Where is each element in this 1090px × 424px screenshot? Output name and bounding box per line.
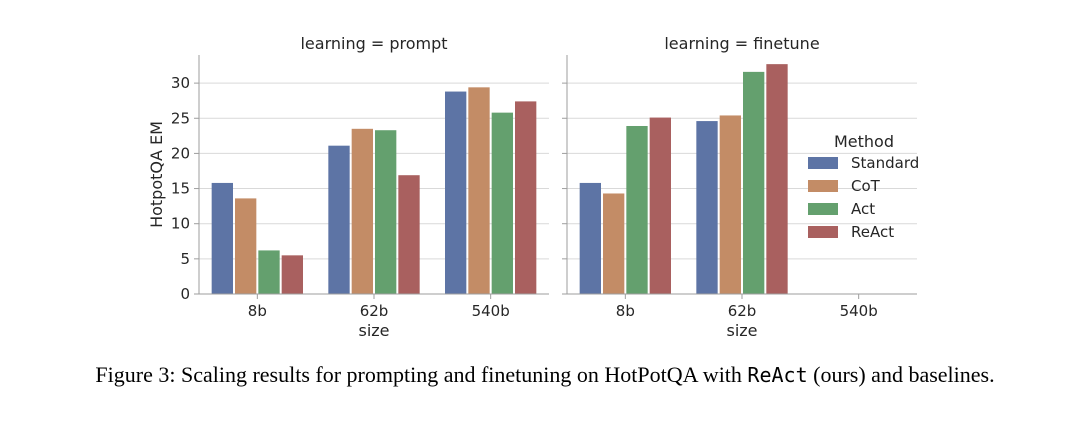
y-tick-label: 30 [171, 74, 190, 92]
legend-label-act: Act [851, 200, 875, 218]
caption-code: ReAct [747, 363, 808, 387]
bar-react-540b [515, 101, 537, 294]
bar-cot-540b [468, 87, 490, 294]
bar-react-62b [398, 175, 420, 294]
panel-title: learning = prompt [300, 34, 447, 53]
y-tick-label: 10 [171, 215, 190, 233]
x-tick-label: 540b [840, 302, 878, 320]
x-axis-label: size [358, 321, 389, 340]
legend-label-react: ReAct [851, 223, 894, 241]
y-tick-label: 0 [180, 285, 190, 303]
legend-swatch-cot [808, 180, 838, 192]
bar-cot-8b [603, 193, 625, 294]
x-axis-label: size [726, 321, 757, 340]
x-tick-label: 540b [472, 302, 510, 320]
legend-swatch-react [808, 226, 838, 238]
y-tick-label: 25 [171, 109, 190, 127]
bar-act-8b [258, 250, 280, 294]
bar-standard-62b [328, 145, 350, 294]
y-tick-label: 15 [171, 180, 190, 198]
bar-react-8b [649, 117, 671, 294]
x-tick-label: 62b [360, 302, 389, 320]
legend-label-cot: CoT [851, 177, 881, 195]
caption-suffix: (ours) and baselines. [807, 362, 995, 387]
bar-cot-8b [235, 198, 257, 294]
bar-cot-62b [719, 115, 741, 294]
bar-act-62b [743, 71, 765, 294]
x-tick-label: 8b [248, 302, 267, 320]
caption-prefix: Figure 3: Scaling results for prompting … [95, 362, 748, 387]
bar-act-62b [375, 130, 397, 294]
bar-standard-540b [445, 91, 467, 294]
y-tick-label: 5 [180, 250, 190, 268]
legend-label-standard: Standard [851, 154, 919, 172]
x-tick-label: 8b [616, 302, 635, 320]
faceted-bar-chart: 8b 62b 540b size learning = prompt 0 5 10 15 20 25… [147, 34, 919, 340]
y-tick-label: 20 [171, 144, 190, 162]
bar-standard-8b [211, 182, 233, 294]
legend-swatch-standard [808, 157, 838, 169]
x-tick-label: 62b [728, 302, 757, 320]
bar-cot-62b [351, 128, 373, 294]
bar-act-540b [491, 112, 513, 294]
y-axis-label: HotpotQA EM [147, 121, 166, 228]
figure-caption: Figure 3: Scaling results for prompting … [0, 362, 1090, 388]
bar-act-8b [626, 125, 648, 294]
bar-react-8b [281, 255, 303, 294]
bar-standard-8b [579, 182, 601, 294]
panel-title: learning = finetune [664, 34, 819, 53]
bar-standard-62b [696, 121, 718, 294]
legend-title: Method [834, 132, 894, 151]
bar-react-62b [766, 64, 788, 294]
legend-swatch-act [808, 203, 838, 215]
